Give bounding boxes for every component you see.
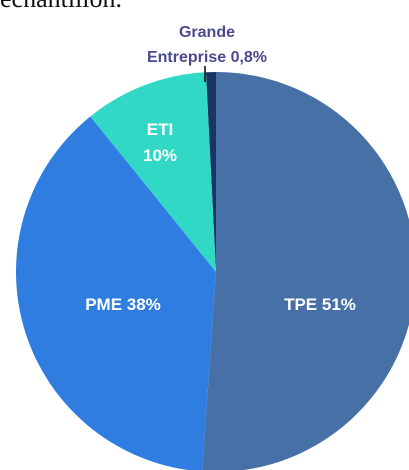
label-part: 38% [126, 295, 161, 314]
slice-label: PME 38% [23, 292, 223, 318]
pie-slice [205, 72, 216, 272]
label-part: Grande Entreprise [146, 24, 235, 66]
slice-label: Grande Entreprise 0,8% [140, 20, 275, 70]
slice-label: ETI 10% [135, 117, 185, 169]
label-part: 51% [321, 295, 356, 314]
label-part: ETI [146, 120, 174, 139]
slice-label: TPE 51% [220, 292, 409, 318]
pie-slice [16, 116, 216, 470]
label-part: TPE [284, 295, 318, 314]
caption: échantillon. [0, 0, 122, 14]
label-part: PME [85, 295, 123, 314]
pie-slice [90, 72, 216, 272]
label-part: 0,8% [230, 49, 268, 66]
pie-slice [202, 72, 409, 470]
label-part: 10% [142, 146, 178, 165]
